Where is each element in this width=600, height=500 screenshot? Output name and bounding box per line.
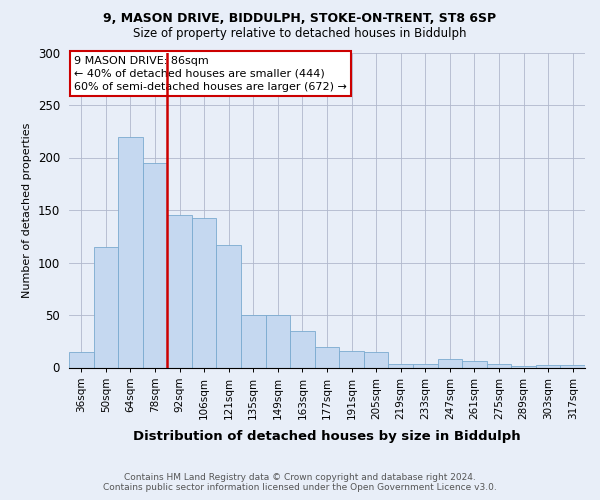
Bar — [364, 352, 388, 368]
Bar — [94, 246, 118, 368]
Bar — [462, 361, 487, 368]
Text: 9, MASON DRIVE, BIDDULPH, STOKE-ON-TRENT, ST8 6SP: 9, MASON DRIVE, BIDDULPH, STOKE-ON-TRENT… — [103, 12, 497, 26]
Text: Contains HM Land Registry data © Crown copyright and database right 2024.
Contai: Contains HM Land Registry data © Crown c… — [103, 473, 497, 492]
Bar — [192, 218, 217, 368]
Bar — [487, 364, 511, 368]
Y-axis label: Number of detached properties: Number of detached properties — [22, 122, 32, 298]
Bar — [143, 163, 167, 368]
Bar — [290, 331, 315, 368]
Bar — [560, 366, 585, 368]
Bar — [437, 359, 462, 368]
Bar — [511, 366, 536, 368]
Bar — [118, 136, 143, 368]
Bar — [69, 352, 94, 368]
Bar — [241, 315, 266, 368]
Bar — [413, 364, 437, 368]
Bar — [388, 364, 413, 368]
Bar — [266, 315, 290, 368]
Text: Size of property relative to detached houses in Biddulph: Size of property relative to detached ho… — [133, 28, 467, 40]
Text: 9 MASON DRIVE: 86sqm
← 40% of detached houses are smaller (444)
60% of semi-deta: 9 MASON DRIVE: 86sqm ← 40% of detached h… — [74, 56, 347, 92]
X-axis label: Distribution of detached houses by size in Biddulph: Distribution of detached houses by size … — [133, 430, 521, 443]
Bar — [315, 346, 339, 368]
Bar — [167, 215, 192, 368]
Bar — [339, 350, 364, 368]
Bar — [536, 366, 560, 368]
Bar — [217, 244, 241, 368]
